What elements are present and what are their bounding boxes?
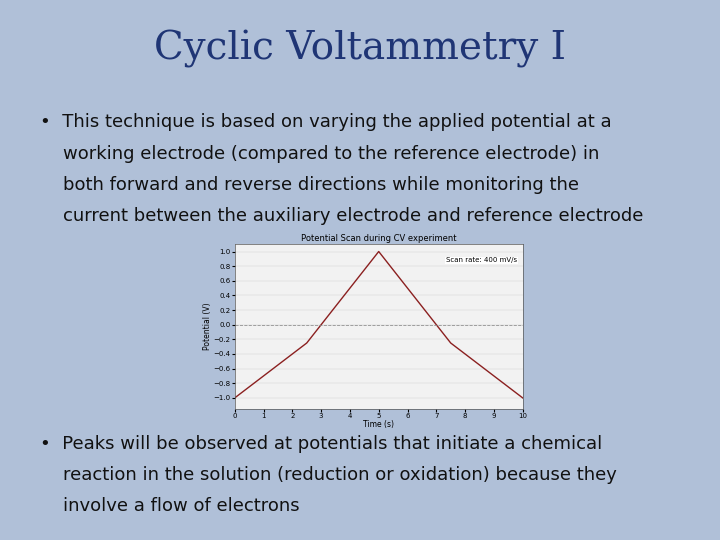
Text: Scan rate: 400 mV/s: Scan rate: 400 mV/s — [446, 258, 517, 264]
Text: Cyclic Voltammetry I: Cyclic Voltammetry I — [154, 30, 566, 68]
Text: •  Peaks will be observed at potentials that initiate a chemical: • Peaks will be observed at potentials t… — [40, 435, 602, 453]
Y-axis label: Potential (V): Potential (V) — [203, 303, 212, 350]
Text: reaction in the solution (reduction or oxidation) because they: reaction in the solution (reduction or o… — [40, 466, 616, 484]
Text: both forward and reverse directions while monitoring the: both forward and reverse directions whil… — [40, 176, 579, 194]
Text: current between the auxiliary electrode and reference electrode: current between the auxiliary electrode … — [40, 207, 643, 225]
Text: working electrode (compared to the reference electrode) in: working electrode (compared to the refer… — [40, 145, 599, 163]
Text: •  This technique is based on varying the applied potential at a: • This technique is based on varying the… — [40, 113, 611, 131]
Title: Potential Scan during CV experiment: Potential Scan during CV experiment — [301, 234, 456, 244]
Text: involve a flow of electrons: involve a flow of electrons — [40, 497, 300, 515]
X-axis label: Time (s): Time (s) — [363, 421, 395, 429]
